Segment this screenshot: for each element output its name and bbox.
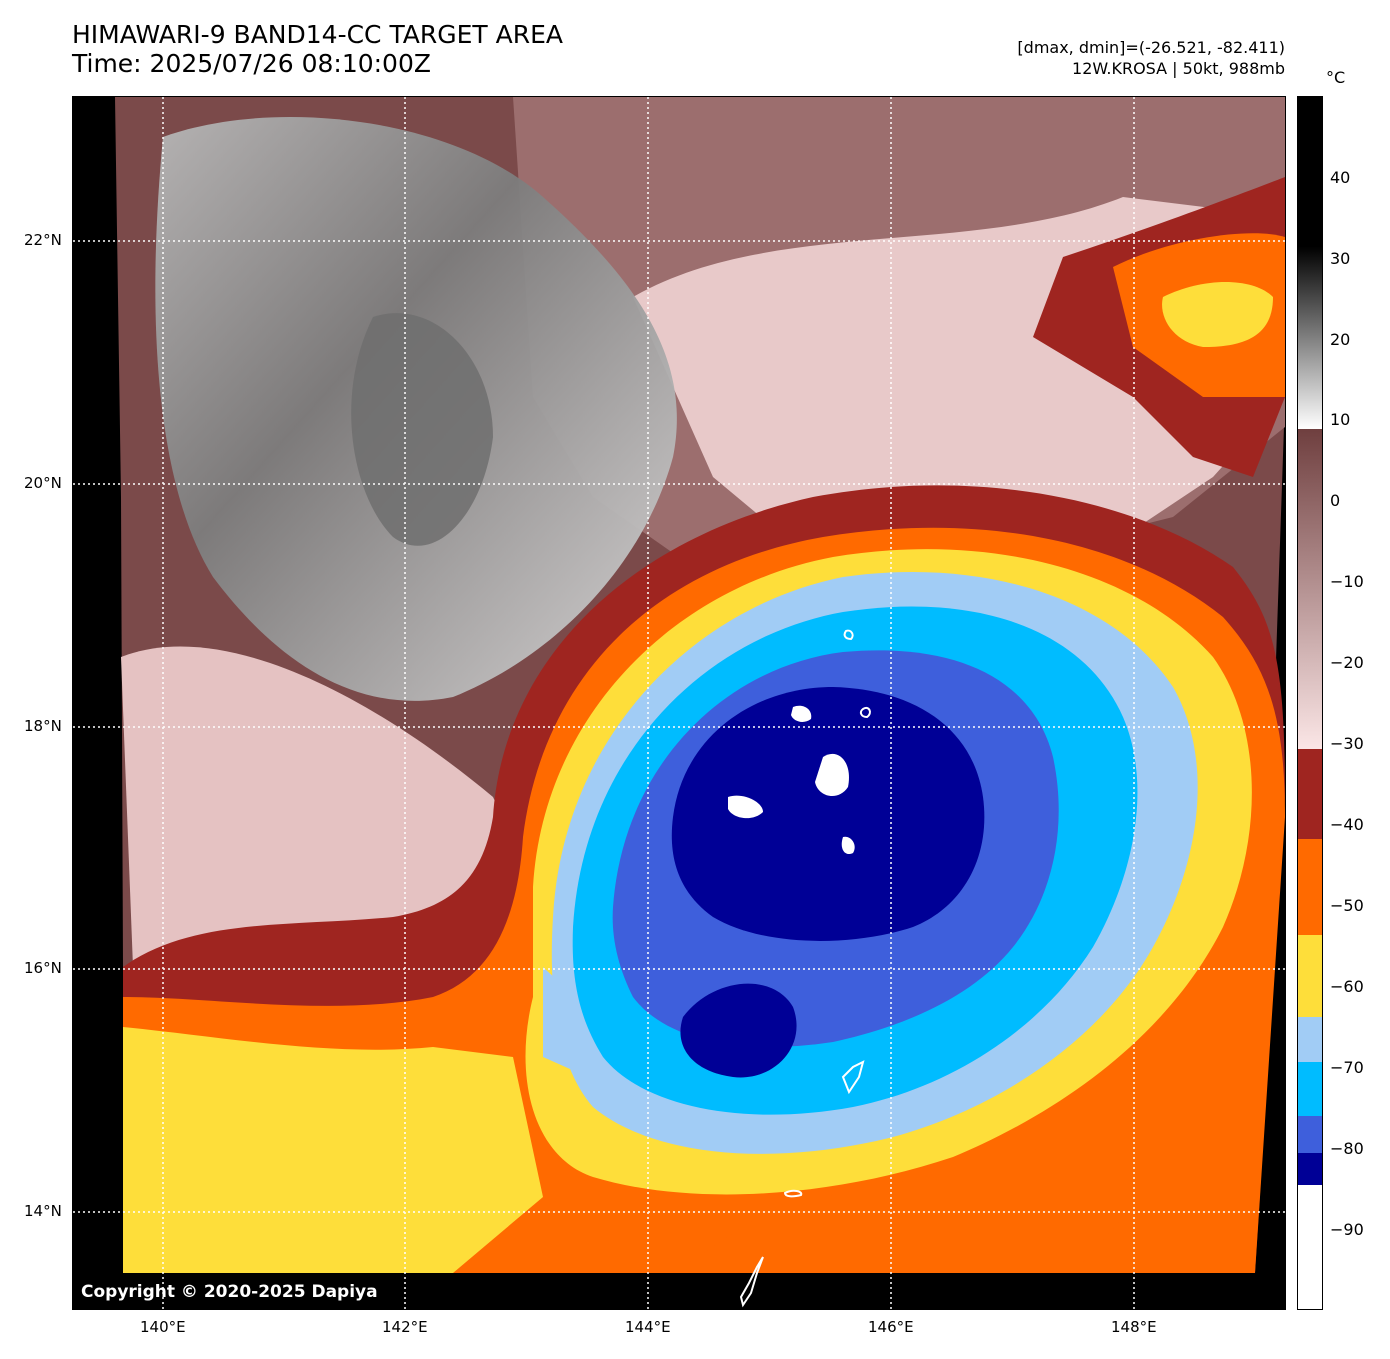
colorbar-tick-minus40: −40 — [1330, 815, 1364, 834]
temperature-colorbar — [1297, 96, 1323, 1310]
colorbar-tick-minus60: −60 — [1330, 977, 1364, 996]
colorbar-tick-minus70: −70 — [1330, 1058, 1364, 1077]
lat-label-16n: 16°N — [24, 959, 62, 977]
satellite-map: Copyright © 2020-2025 Dapiya — [72, 96, 1286, 1310]
colorbar-tick-minus10: −10 — [1330, 572, 1364, 591]
colorbar-tick-minus80: −80 — [1330, 1139, 1364, 1158]
storm-name-intensity: 12W.KROSA | 50kt, 988mb — [1072, 59, 1285, 78]
colorbar-band-red — [1298, 749, 1322, 839]
lat-label-20n: 20°N — [24, 474, 62, 492]
lon-label-146e: 146°E — [868, 1318, 914, 1336]
satellite-imagery — [73, 97, 1285, 1309]
colorbar-band-darkblue — [1298, 1153, 1322, 1185]
coldest-cloud-tops — [671, 687, 985, 941]
lon-label-144e: 144°E — [625, 1318, 671, 1336]
colorbar-band-orange — [1298, 839, 1322, 935]
colorbar-band-blue — [1298, 1116, 1322, 1153]
colorbar-unit: °C — [1326, 68, 1346, 87]
colorbar-tick-minus30: −30 — [1330, 734, 1364, 753]
colorbar-tick-20: 20 — [1330, 330, 1351, 349]
lon-label-140e: 140°E — [140, 1318, 186, 1336]
title-line-1: HIMAWARI-9 BAND14-CC TARGET AREA — [72, 20, 564, 49]
colorbar-tick-0: 0 — [1330, 491, 1341, 510]
lat-label-14n: 14°N — [24, 1202, 62, 1220]
lat-label-22n: 22°N — [24, 231, 62, 249]
colorbar-tick-40: 40 — [1330, 168, 1351, 187]
colorbar-tick-minus90: −90 — [1330, 1220, 1364, 1239]
dmax-dmin-readout: [dmax, dmin]=(-26.521, -82.411) — [1017, 38, 1285, 57]
guam-coastline — [739, 1256, 764, 1308]
lat-label-18n: 18°N — [24, 717, 62, 735]
colorbar-tick-minus20: −20 — [1330, 653, 1364, 672]
colorbar-band-yellow — [1298, 935, 1322, 1017]
title-line-2: Time: 2025/07/26 08:10:00Z — [72, 49, 431, 78]
lon-label-142e: 142°E — [382, 1318, 428, 1336]
colorbar-band-white — [1298, 1185, 1322, 1309]
colorbar-tick-30: 30 — [1330, 249, 1351, 268]
storm-info: [dmax, dmin]=(-26.521, -82.411) 12W.KROS… — [1017, 37, 1285, 79]
lat-lon-grid — [73, 97, 1285, 1309]
colorbar-band-lightblue — [1298, 1017, 1322, 1062]
colorbar-tick-minus50: −50 — [1330, 896, 1364, 915]
lon-label-148e: 148°E — [1111, 1318, 1157, 1336]
copyright-text: Copyright © 2020-2025 Dapiya — [81, 1282, 378, 1302]
chart-title: HIMAWARI-9 BAND14-CC TARGET AREA Time: 2… — [72, 20, 563, 78]
colorbar-tick-10: 10 — [1330, 410, 1351, 429]
colorbar-band-cyan — [1298, 1062, 1322, 1116]
